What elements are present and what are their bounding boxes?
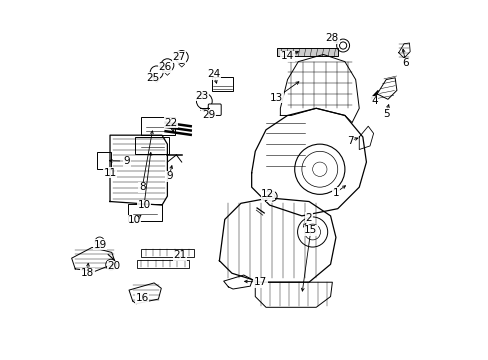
FancyBboxPatch shape	[141, 249, 193, 257]
Text: 22: 22	[164, 118, 177, 128]
Text: 11: 11	[103, 168, 117, 178]
Text: 7: 7	[346, 136, 353, 145]
FancyBboxPatch shape	[276, 48, 337, 56]
Text: 29: 29	[202, 111, 215, 121]
Text: 12: 12	[261, 189, 274, 199]
Text: 17: 17	[253, 277, 267, 287]
Text: 14: 14	[280, 51, 294, 61]
Text: 26: 26	[158, 62, 171, 72]
FancyBboxPatch shape	[208, 104, 221, 116]
Text: 27: 27	[172, 52, 185, 62]
Text: 8: 8	[139, 182, 145, 192]
Text: 23: 23	[195, 91, 208, 101]
Text: 9: 9	[123, 156, 130, 166]
Text: 20: 20	[107, 261, 120, 271]
Text: 2: 2	[305, 213, 312, 222]
Text: 28: 28	[325, 33, 338, 43]
Text: 15: 15	[304, 225, 317, 235]
FancyBboxPatch shape	[140, 117, 174, 135]
Text: 10: 10	[137, 200, 150, 210]
FancyBboxPatch shape	[97, 152, 111, 169]
Text: 6: 6	[402, 58, 408, 68]
FancyBboxPatch shape	[128, 204, 162, 221]
Text: 13: 13	[269, 93, 283, 103]
Text: 9: 9	[165, 171, 172, 181]
FancyBboxPatch shape	[137, 260, 188, 267]
Text: 21: 21	[173, 250, 186, 260]
Text: 19: 19	[94, 239, 107, 249]
Text: 10: 10	[127, 215, 141, 225]
Text: 5: 5	[382, 109, 388, 119]
Text: 3: 3	[264, 191, 270, 201]
Text: 1: 1	[332, 188, 339, 198]
Text: 18: 18	[81, 268, 94, 278]
Text: 4: 4	[370, 96, 377, 106]
Text: 16: 16	[135, 293, 149, 303]
FancyBboxPatch shape	[135, 137, 169, 154]
Text: 25: 25	[146, 73, 160, 83]
FancyBboxPatch shape	[211, 77, 233, 91]
Text: 24: 24	[207, 69, 220, 79]
